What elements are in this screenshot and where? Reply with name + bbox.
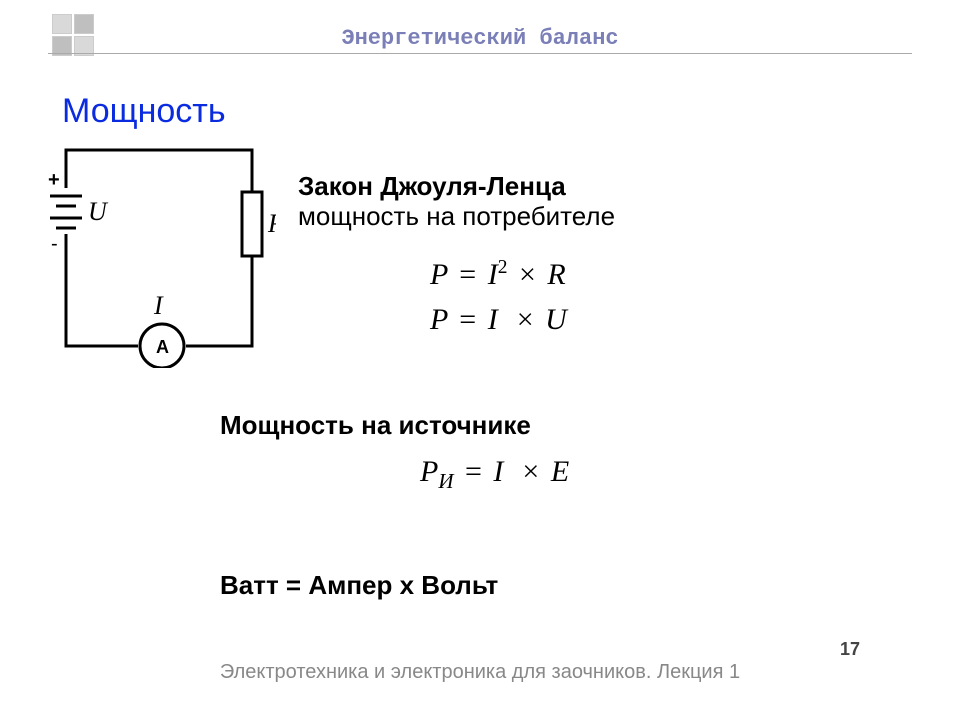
- resistor-label: R: [267, 209, 276, 238]
- header-title: Энергетический баланс: [0, 26, 960, 51]
- formula-var-e: E: [551, 455, 569, 488]
- current-label: I: [153, 291, 164, 320]
- formula-op-times: ×: [518, 455, 543, 488]
- formula-lhs: P: [430, 303, 448, 336]
- formula-source-power: PИ = I × E: [420, 455, 569, 494]
- slide-footer: Электротехника и электроника для заочник…: [0, 661, 960, 684]
- formula-eq: =: [455, 303, 480, 336]
- circuit-diagram: + - U R A I: [42, 140, 276, 368]
- ammeter-letter: A: [156, 337, 169, 357]
- formula-lhs-sub: И: [438, 469, 453, 493]
- source-power-heading: Мощность на источнике: [220, 410, 531, 441]
- formula-eq: =: [461, 455, 486, 488]
- formula-var-r: R: [547, 258, 565, 291]
- page-number: 17: [840, 639, 860, 660]
- formula-var-u: U: [545, 303, 567, 336]
- law-block: Закон Джоуля-Ленца мощность на потребите…: [298, 172, 858, 232]
- formula-p-i2r: P = I2 × R: [430, 255, 567, 296]
- formula-lhs-sym: P: [420, 455, 438, 488]
- svg-text:-: -: [51, 233, 58, 255]
- formula-var-i: I: [488, 303, 498, 336]
- header-underline: [48, 53, 912, 54]
- law-subtext: мощность на потребителе: [298, 202, 858, 232]
- formula-var-i: I: [493, 455, 503, 488]
- formula-eq: =: [455, 258, 480, 291]
- formula-op-times: ×: [515, 258, 540, 291]
- formula-op-times: ×: [513, 303, 538, 336]
- formula-p-iu: P = I × U: [430, 300, 567, 341]
- formula-var-i: I: [488, 258, 498, 291]
- units-line: Ватт = Ампер x Вольт: [220, 570, 498, 601]
- slide-header: Энергетический баланс: [0, 0, 960, 54]
- svg-text:+: +: [48, 169, 60, 191]
- law-heading: Закон Джоуля-Ленца: [298, 172, 858, 202]
- section-subtitle: Мощность: [62, 92, 226, 131]
- circuit-svg-icon: + - U R A I: [42, 140, 276, 368]
- formulas-consumer: P = I2 × R P = I × U: [430, 255, 567, 340]
- slide: Энергетический баланс Мощность + - U: [0, 0, 960, 720]
- formula-lhs: P: [430, 258, 448, 291]
- formula-sup-2: 2: [498, 257, 508, 278]
- source-label: U: [88, 197, 109, 226]
